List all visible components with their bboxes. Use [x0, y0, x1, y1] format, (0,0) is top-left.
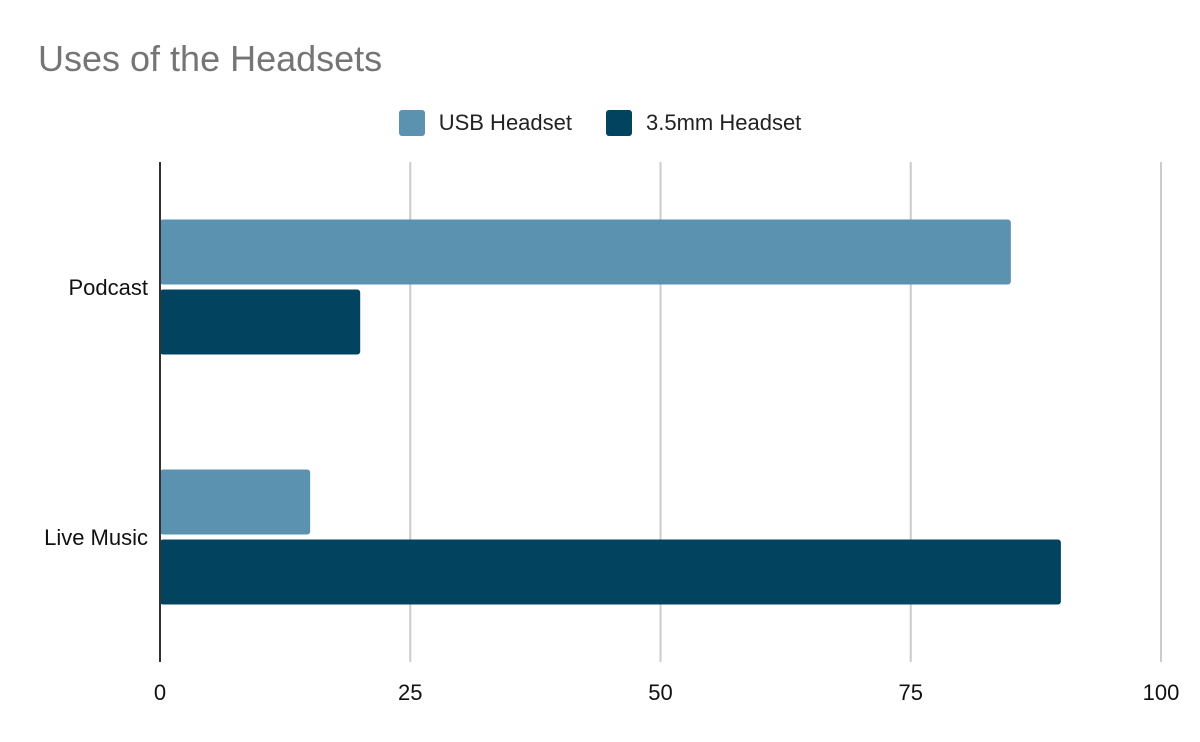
chart-title: Uses of the Headsets [38, 38, 383, 79]
legend-swatch-usb-headset [398, 110, 425, 136]
legend-item-usb-headset: USB Headset [398, 110, 572, 136]
legend-label-3-5mm-headset: 3.5mm Headset [646, 110, 802, 135]
legend-label-usb-headset: USB Headset [438, 110, 572, 135]
legend-item-3-5mm-headset: 3.5mm Headset [606, 110, 801, 136]
x-tick-label-100: 100 [1143, 680, 1180, 705]
legend: USB Headset 3.5mm Headset [0, 110, 1200, 136]
bar-podcast-usb-headset [160, 219, 1011, 285]
x-tick-label-25: 25 [398, 680, 422, 705]
y-tick-label-podcast: Podcast [69, 275, 149, 300]
legend-swatch-3-5mm-headset [606, 110, 632, 136]
bar-live-music-3-5mm-headset [160, 539, 1061, 605]
x-tick-label-75: 75 [899, 680, 923, 705]
x-tick-label-50: 50 [648, 680, 672, 705]
x-tick-label-0: 0 [154, 680, 166, 705]
bar-podcast-3-5mm-headset [160, 289, 361, 355]
y-tick-label-live-music: Live Music [44, 525, 148, 550]
bar-live-music-usb-headset [160, 469, 311, 535]
